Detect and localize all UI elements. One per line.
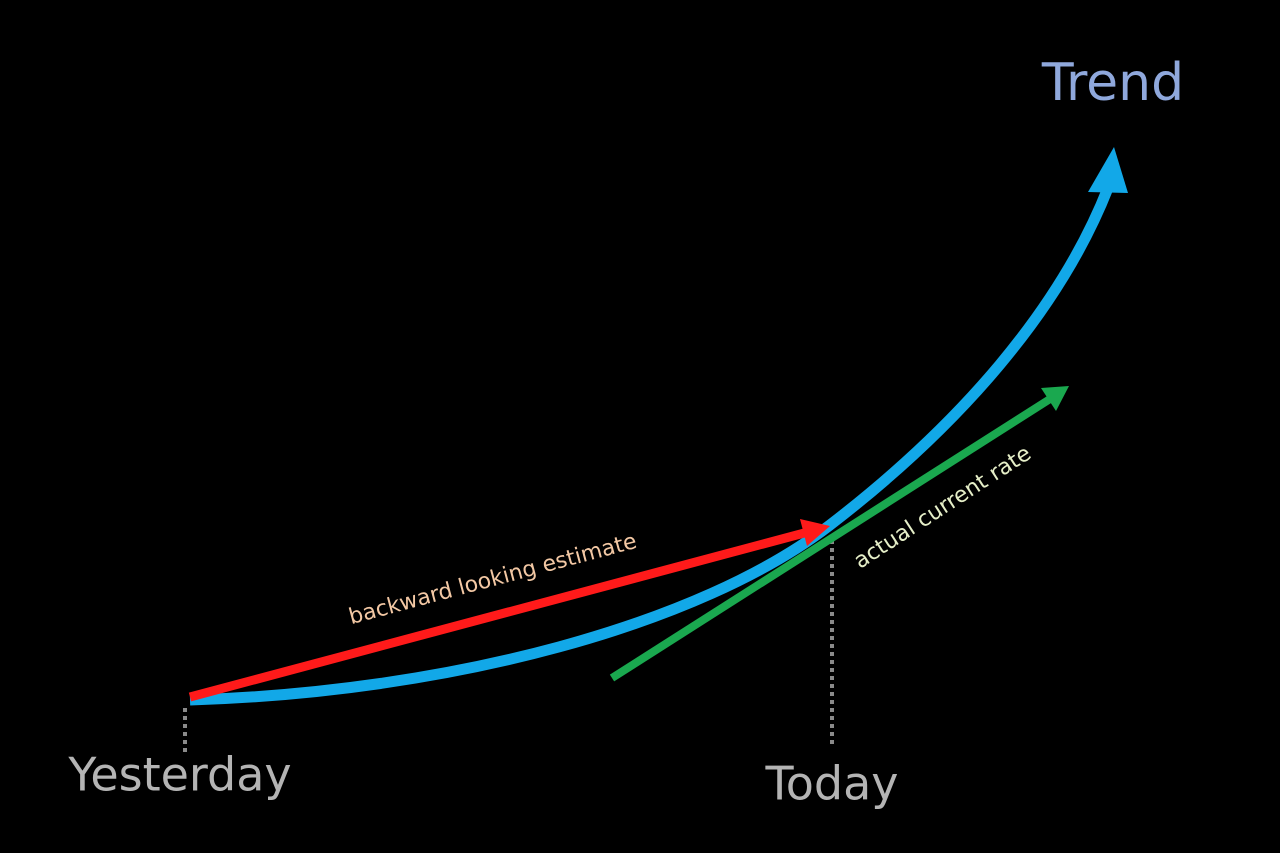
yesterday-label: Yesterday: [67, 748, 291, 802]
trend-arrowhead: [1088, 147, 1128, 193]
estimate-line: [188, 527, 810, 702]
today-label: Today: [764, 757, 898, 811]
current-rate-arrowhead: [1041, 386, 1069, 411]
trend-title: Trend: [1041, 53, 1184, 113]
current-rate-line: [609, 395, 1053, 682]
estimate-arrowhead: [800, 519, 830, 546]
